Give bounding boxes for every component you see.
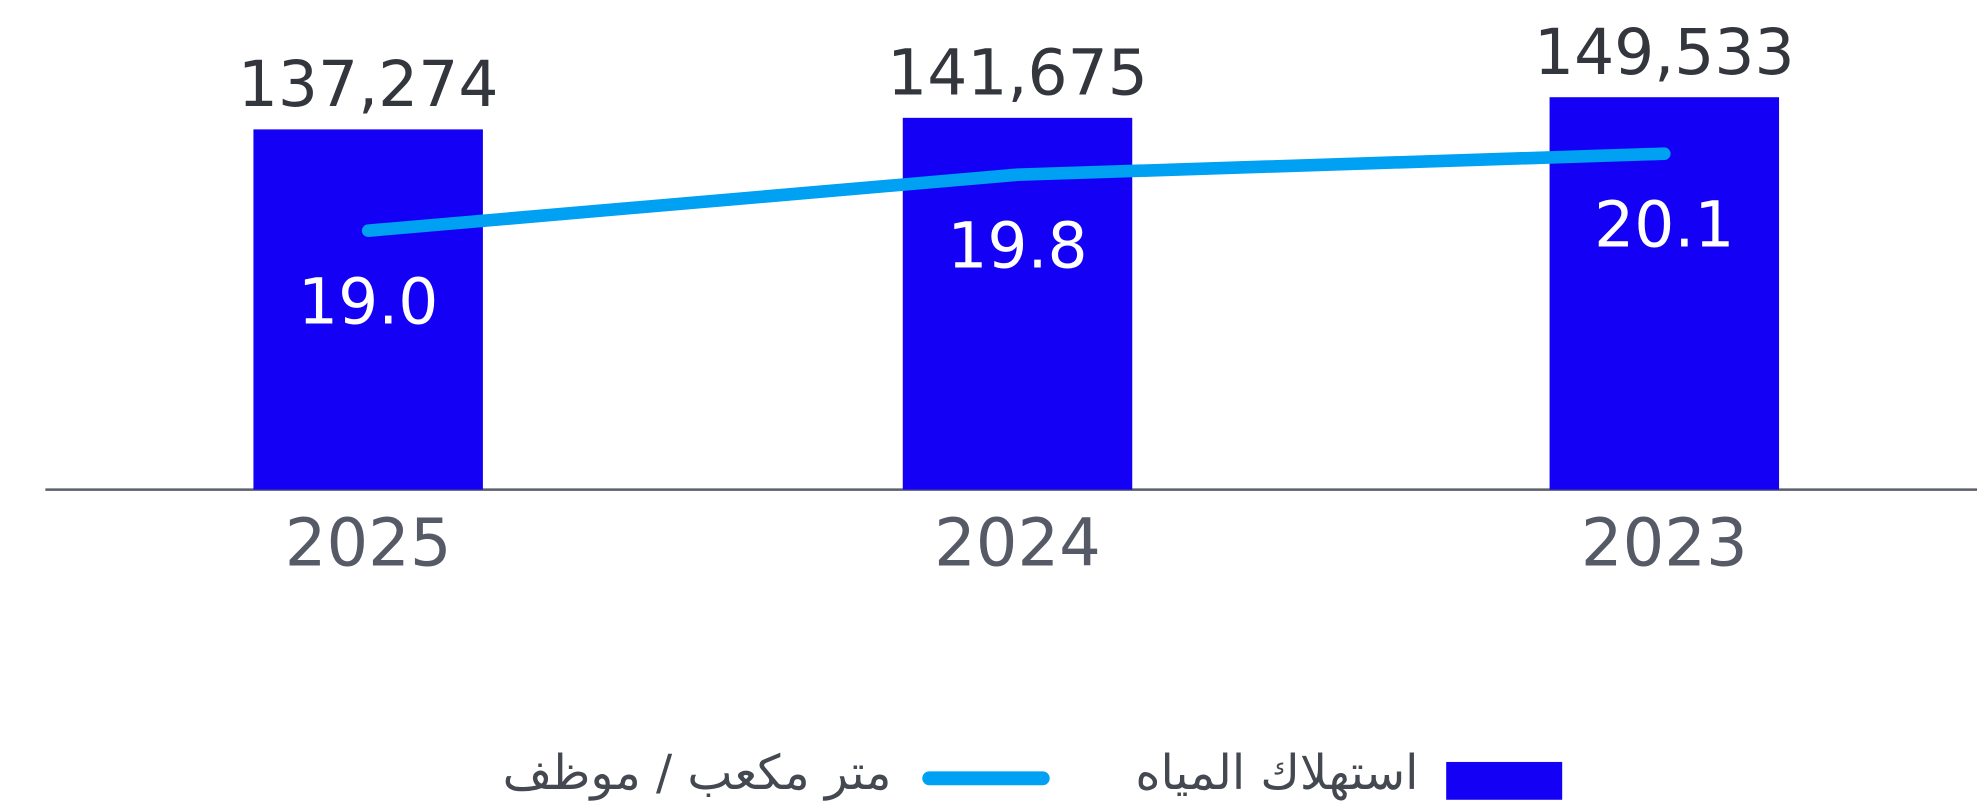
bar-value-label: 149,533 [1534,15,1795,89]
bar [1549,97,1780,490]
bar-value-label: 141,675 [887,36,1148,110]
bar-value-label: 137,274 [238,47,499,121]
line-value-label: 20.1 [1594,187,1734,261]
legend-label: متر مكعب / موظف [503,746,892,801]
line-series [361,147,1671,237]
x-tick-label: 2023 [1581,506,1748,582]
x-tick-label: 2025 [285,506,452,582]
line-value-label: 19.0 [298,264,438,338]
x-tick-label: 2024 [934,506,1101,582]
line-value-label: 19.8 [947,208,1087,282]
bar [253,129,483,490]
legend-label: استهلاك المياه [1135,746,1418,801]
legend-swatch [1446,761,1563,800]
